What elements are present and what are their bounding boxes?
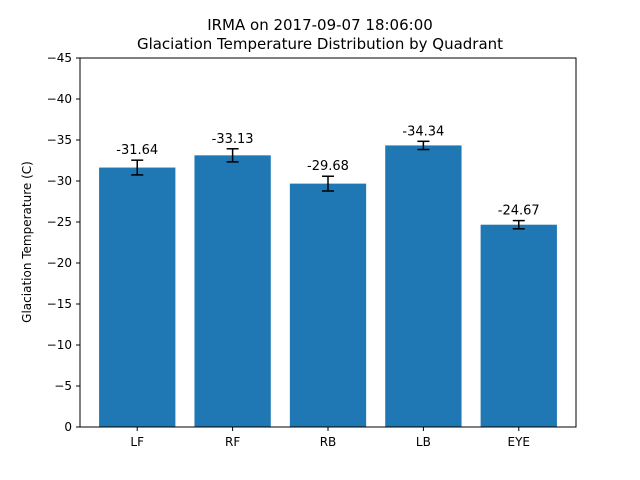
x-tick-label-rf: RF: [225, 435, 240, 449]
y-tick-label: −35: [47, 133, 72, 147]
value-label-eye: -24.67: [498, 204, 540, 219]
bar-lb: [385, 145, 462, 428]
value-label-rf: -33.13: [212, 132, 254, 147]
value-label-rb: -29.68: [307, 159, 349, 174]
x-axis: LF RF RB LB EYE: [130, 427, 530, 449]
y-tick-label: −25: [47, 215, 72, 229]
x-tick-label-lb: LB: [416, 435, 431, 449]
bars-group: [99, 145, 557, 428]
chart-subtitle: Glaciation Temperature Distribution by Q…: [136, 35, 504, 53]
bar-rf: [194, 155, 271, 428]
bar-rb: [289, 183, 367, 427]
value-label-lb: -34.34: [402, 124, 444, 139]
error-bar-rf: [226, 148, 239, 163]
error-bar-lb: [417, 140, 430, 151]
y-tick-label: −45: [47, 51, 72, 65]
bar-eye: [480, 224, 557, 427]
y-tick-label: −30: [47, 174, 72, 188]
chart-title: IRMA on 2017-09-07 18:06:00: [207, 16, 433, 34]
error-bar-rb: [322, 175, 334, 192]
y-tick-label: −20: [47, 256, 72, 270]
y-tick-label: −15: [47, 297, 72, 311]
y-axis-label: Glaciation Temperature (C): [20, 161, 34, 323]
value-label-lf: -31.64: [116, 143, 158, 158]
y-tick-label: −5: [54, 379, 72, 393]
bar-lf: [99, 167, 176, 427]
error-bar-eye: [512, 219, 525, 230]
y-tick-label: −40: [47, 92, 72, 106]
y-axis: 0 −5 −10 −15 −20 −25 −30 −35 −40 −45: [47, 51, 80, 434]
error-bar-lf: [131, 159, 144, 176]
x-tick-label-lf: LF: [130, 435, 144, 449]
x-tick-label-rb: RB: [320, 435, 337, 449]
x-tick-label-eye: EYE: [508, 435, 531, 449]
y-tick-label: 0: [64, 420, 72, 434]
error-bars-group: [131, 140, 525, 230]
value-labels-group: -31.64 -33.13 -29.68 -34.34 -24.67: [116, 124, 539, 218]
y-tick-label: −10: [47, 338, 72, 352]
